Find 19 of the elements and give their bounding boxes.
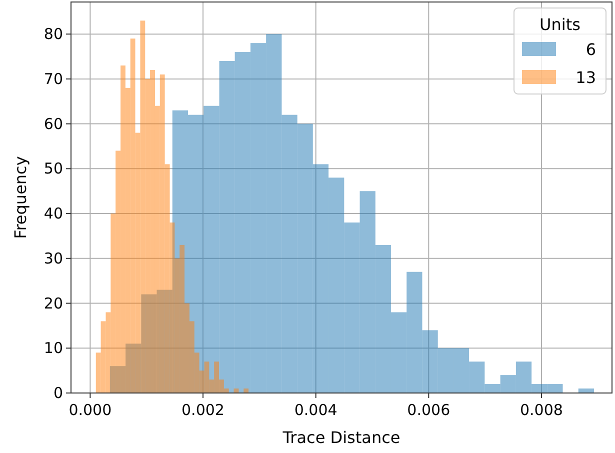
x-tick-label: 0.004 <box>294 401 338 419</box>
y-tick-label: 70 <box>44 70 63 88</box>
y-tick-label: 60 <box>44 114 63 133</box>
y-tick-label: 80 <box>44 25 63 44</box>
legend-title: Units <box>540 15 580 34</box>
y-tick-label: 50 <box>44 160 63 178</box>
x-tick-label: 0.002 <box>182 401 224 419</box>
y-tick-label: 40 <box>44 204 63 223</box>
legend-label: 13 <box>576 68 596 87</box>
legend-label: 6 <box>586 40 596 59</box>
x-tick-label: 0.008 <box>520 401 563 419</box>
y-tick-label: 10 <box>44 339 63 358</box>
y-tick-label: 20 <box>44 294 63 312</box>
y-tick-label: 30 <box>44 249 63 268</box>
x-tick-label: 0.000 <box>68 401 112 419</box>
x-axis-title: Trace Distance <box>282 428 400 447</box>
x-tick-label: 0.006 <box>407 401 450 419</box>
y-tick-label: 0 <box>53 384 63 402</box>
y-axis-title: Frequency <box>11 156 30 239</box>
